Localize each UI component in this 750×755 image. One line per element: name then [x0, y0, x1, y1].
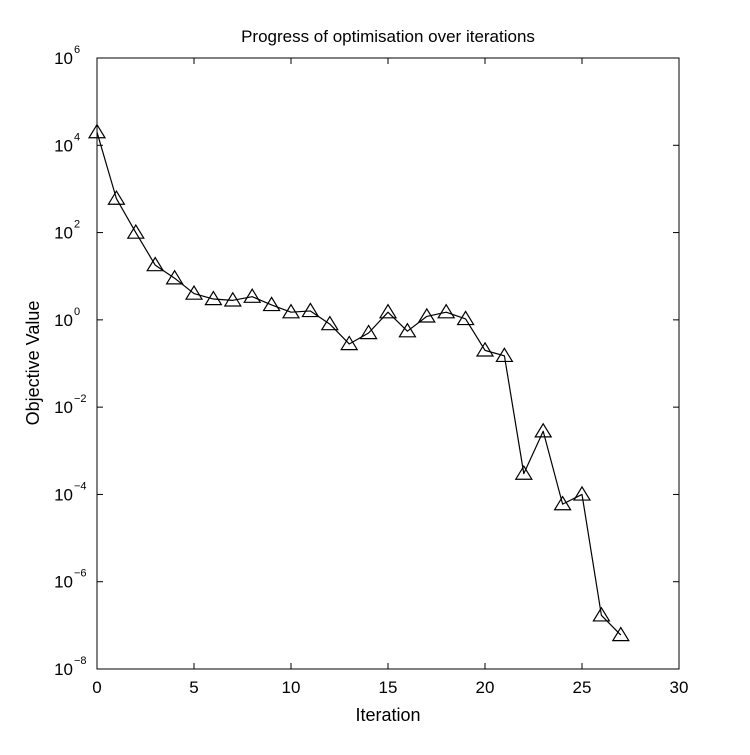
data-point-marker — [417, 307, 436, 323]
y-axis-title: Objective Value — [23, 301, 43, 426]
y-tick-exponent: −2 — [74, 393, 87, 405]
y-tick-label: 10 — [54, 311, 73, 330]
data-point-marker — [165, 269, 184, 285]
y-tick-label: 10 — [54, 660, 73, 679]
x-tick-label: 25 — [573, 678, 592, 697]
data-point-marker — [592, 606, 611, 622]
data-point-marker — [107, 189, 126, 205]
x-tick-label: 15 — [379, 678, 398, 697]
data-point-marker — [495, 347, 514, 363]
data-point-marker — [204, 290, 223, 306]
data-point-marker — [223, 291, 242, 307]
data-point-marker — [301, 302, 320, 318]
y-tick-label: 10 — [54, 49, 73, 68]
data-point-marker — [184, 284, 204, 300]
y-tick-label: 10 — [54, 136, 73, 155]
data-point-marker — [340, 335, 359, 351]
data-point-marker — [146, 256, 165, 272]
y-tick-exponent: −8 — [74, 655, 87, 667]
data-point-marker — [378, 303, 398, 319]
y-tick-label: 10 — [54, 573, 73, 592]
data-point-marker — [611, 626, 630, 642]
data-point-marker — [87, 123, 107, 139]
data-point-marker — [320, 315, 339, 331]
data-point-marker — [456, 310, 475, 326]
y-tick-exponent: 0 — [74, 306, 80, 318]
data-point-marker — [475, 341, 495, 357]
y-tick-exponent: 6 — [74, 44, 80, 56]
plot-frame — [96, 57, 680, 670]
chart-title: Progress of optimisation over iterations — [241, 27, 535, 46]
data-point-marker — [534, 422, 553, 438]
y-tick-exponent: −4 — [74, 480, 87, 492]
y-tick-label: 10 — [54, 224, 73, 243]
y-tick-exponent: 2 — [74, 219, 80, 231]
x-tick-label: 0 — [92, 678, 101, 697]
y-tick-exponent: −6 — [74, 568, 87, 580]
y-tick-exponent: 4 — [74, 131, 80, 143]
data-point-marker — [126, 223, 145, 239]
series-line — [96, 131, 622, 636]
data-point-marker — [553, 495, 572, 511]
data-point-marker — [514, 464, 533, 480]
x-tick-label: 20 — [476, 678, 495, 697]
data-point-marker — [243, 288, 262, 303]
data-point-marker — [281, 303, 301, 319]
x-tick-label: 10 — [282, 678, 301, 697]
y-tick-label: 10 — [54, 398, 73, 417]
x-axis-title: Iteration — [355, 705, 420, 725]
data-point-marker — [572, 485, 592, 501]
x-tick-label: 30 — [670, 678, 689, 697]
data-point-marker — [262, 296, 281, 312]
data-point-marker — [398, 322, 417, 338]
data-point-marker — [437, 303, 456, 319]
data-point-marker — [359, 324, 378, 340]
x-tick-label: 5 — [189, 678, 198, 697]
y-tick-label: 10 — [54, 485, 73, 504]
